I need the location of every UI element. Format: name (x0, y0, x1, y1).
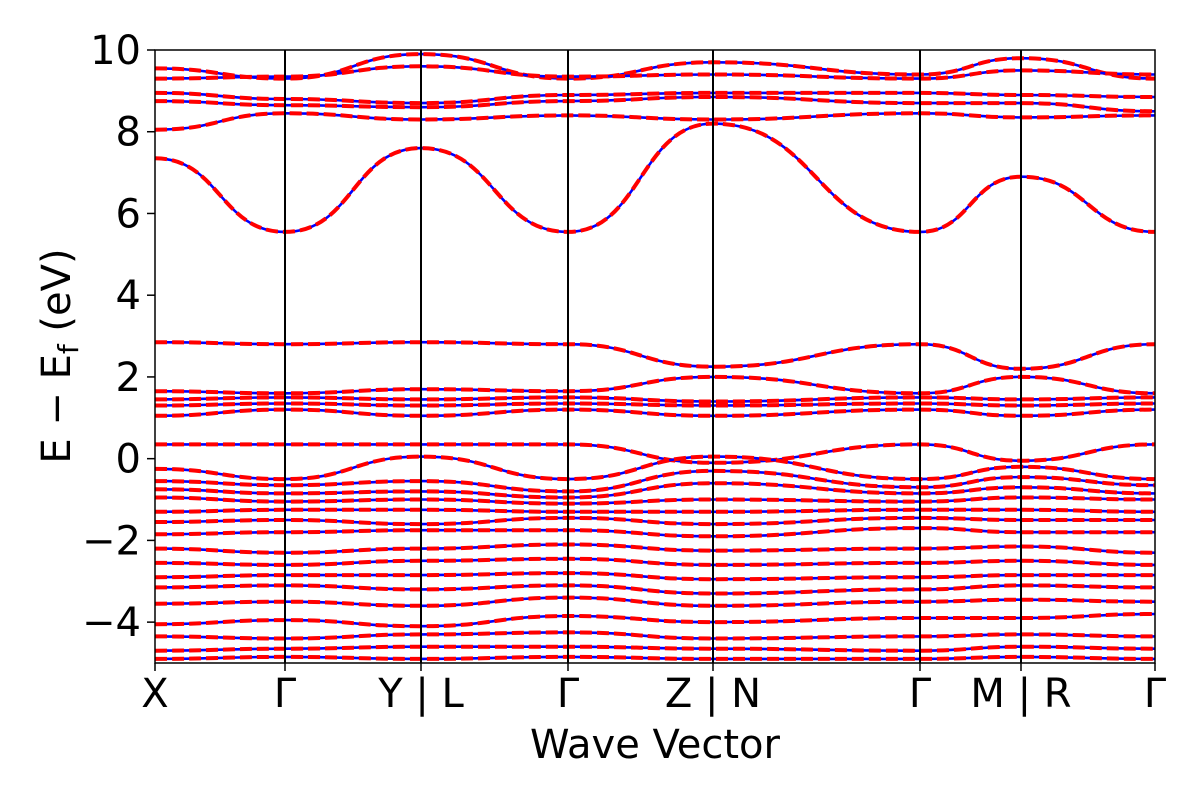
band-11-down (155, 442, 1155, 465)
band-5-up (155, 122, 1155, 234)
band-25-down (155, 630, 1155, 641)
y-axis-ticks: −4 −2 0 2 4 6 8 10 (82, 28, 155, 646)
x-axis-ticks: X Γ Y | L Γ Z | N Γ M | R Γ (141, 663, 1167, 717)
y-axis-title: E − Ef (eV) (34, 248, 85, 463)
band-22-down (155, 583, 1155, 596)
band-23-down (155, 595, 1155, 608)
y-tick-label-2: 0 (116, 437, 141, 483)
band-18-down (155, 526, 1155, 539)
band-20-down (155, 556, 1155, 567)
band-15-down (155, 495, 1155, 506)
band-13-down (155, 468, 1155, 494)
band-19-down (155, 542, 1155, 555)
band-9-down (155, 401, 1155, 408)
y-tick-label-1: −2 (82, 518, 141, 564)
x-axis-title: Wave Vector (530, 722, 781, 768)
y-tick-label-3: 2 (116, 355, 141, 401)
y-axis-title-main: E − E (34, 354, 80, 464)
band-2-down (155, 90, 1155, 106)
band-26-down (155, 644, 1155, 653)
y-axis-title-unit: (eV) (34, 248, 80, 344)
band-4-down (155, 111, 1155, 132)
band-17-down (155, 515, 1155, 527)
x-tick-label-0: X (141, 671, 168, 717)
y-tick-label-4: 4 (116, 273, 141, 319)
x-tick-label-7: Γ (1144, 671, 1167, 717)
band-10-down (155, 407, 1155, 418)
plot-frame (154, 49, 1156, 664)
band-6-down (155, 340, 1155, 371)
band-5-down (155, 121, 1155, 234)
band-24-down (155, 612, 1155, 629)
band-14-down (155, 481, 1155, 500)
band-16-down (155, 507, 1155, 514)
band-27-down (155, 654, 1155, 661)
band-6-up (155, 340, 1155, 371)
band-3-down (155, 94, 1155, 114)
x-tick-label-4: Z | N (665, 671, 761, 717)
y-axis-title-subscript: f (52, 343, 85, 354)
high-symmetry-lines (284, 50, 1022, 663)
y-tick-label-0: −4 (82, 600, 141, 646)
bands-layer (155, 52, 1155, 661)
band-21-down (155, 571, 1155, 582)
band-1-down (155, 64, 1155, 81)
x-tick-label-2: Y | L (377, 671, 464, 717)
band-7-down (155, 374, 1155, 396)
x-tick-label-3: Γ (557, 671, 580, 717)
y-tick-label-5: 6 (116, 191, 141, 237)
band-12-down (155, 454, 1155, 482)
band-8-down (155, 395, 1155, 404)
y-tick-label-7: 10 (90, 28, 141, 74)
x-tick-label-6: M | R (970, 671, 1071, 717)
x-tick-label-5: Γ (909, 671, 932, 717)
y-tick-label-6: 8 (116, 110, 141, 156)
x-tick-label-1: Γ (274, 671, 297, 717)
